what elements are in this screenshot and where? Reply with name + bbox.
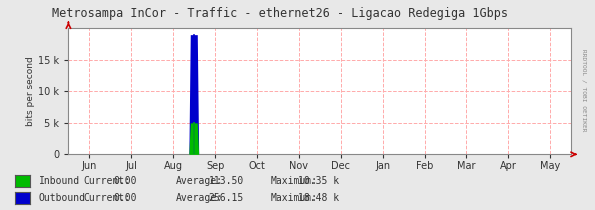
Text: Outbound: Outbound: [39, 193, 86, 203]
Text: 10.35 k: 10.35 k: [298, 176, 339, 186]
Text: 113.50: 113.50: [209, 176, 244, 186]
Text: Current:: Current:: [83, 193, 130, 203]
Text: RRDTOOL / TOBI OETIKER: RRDTOOL / TOBI OETIKER: [582, 49, 587, 131]
Text: Average:: Average:: [176, 176, 223, 186]
Text: Maximum:: Maximum:: [271, 176, 318, 186]
Text: Inbound: Inbound: [39, 176, 80, 186]
Text: 256.15: 256.15: [209, 193, 244, 203]
Text: 0.00: 0.00: [114, 176, 137, 186]
Text: 0.00: 0.00: [114, 193, 137, 203]
Text: Current:: Current:: [83, 176, 130, 186]
Text: Maximum:: Maximum:: [271, 193, 318, 203]
Text: Metrosampa InCor - Traffic - ethernet26 - Ligacao Redegiga 1Gbps: Metrosampa InCor - Traffic - ethernet26 …: [52, 7, 508, 20]
Text: Average:: Average:: [176, 193, 223, 203]
Text: 18.48 k: 18.48 k: [298, 193, 339, 203]
Y-axis label: bits per second: bits per second: [27, 56, 36, 126]
